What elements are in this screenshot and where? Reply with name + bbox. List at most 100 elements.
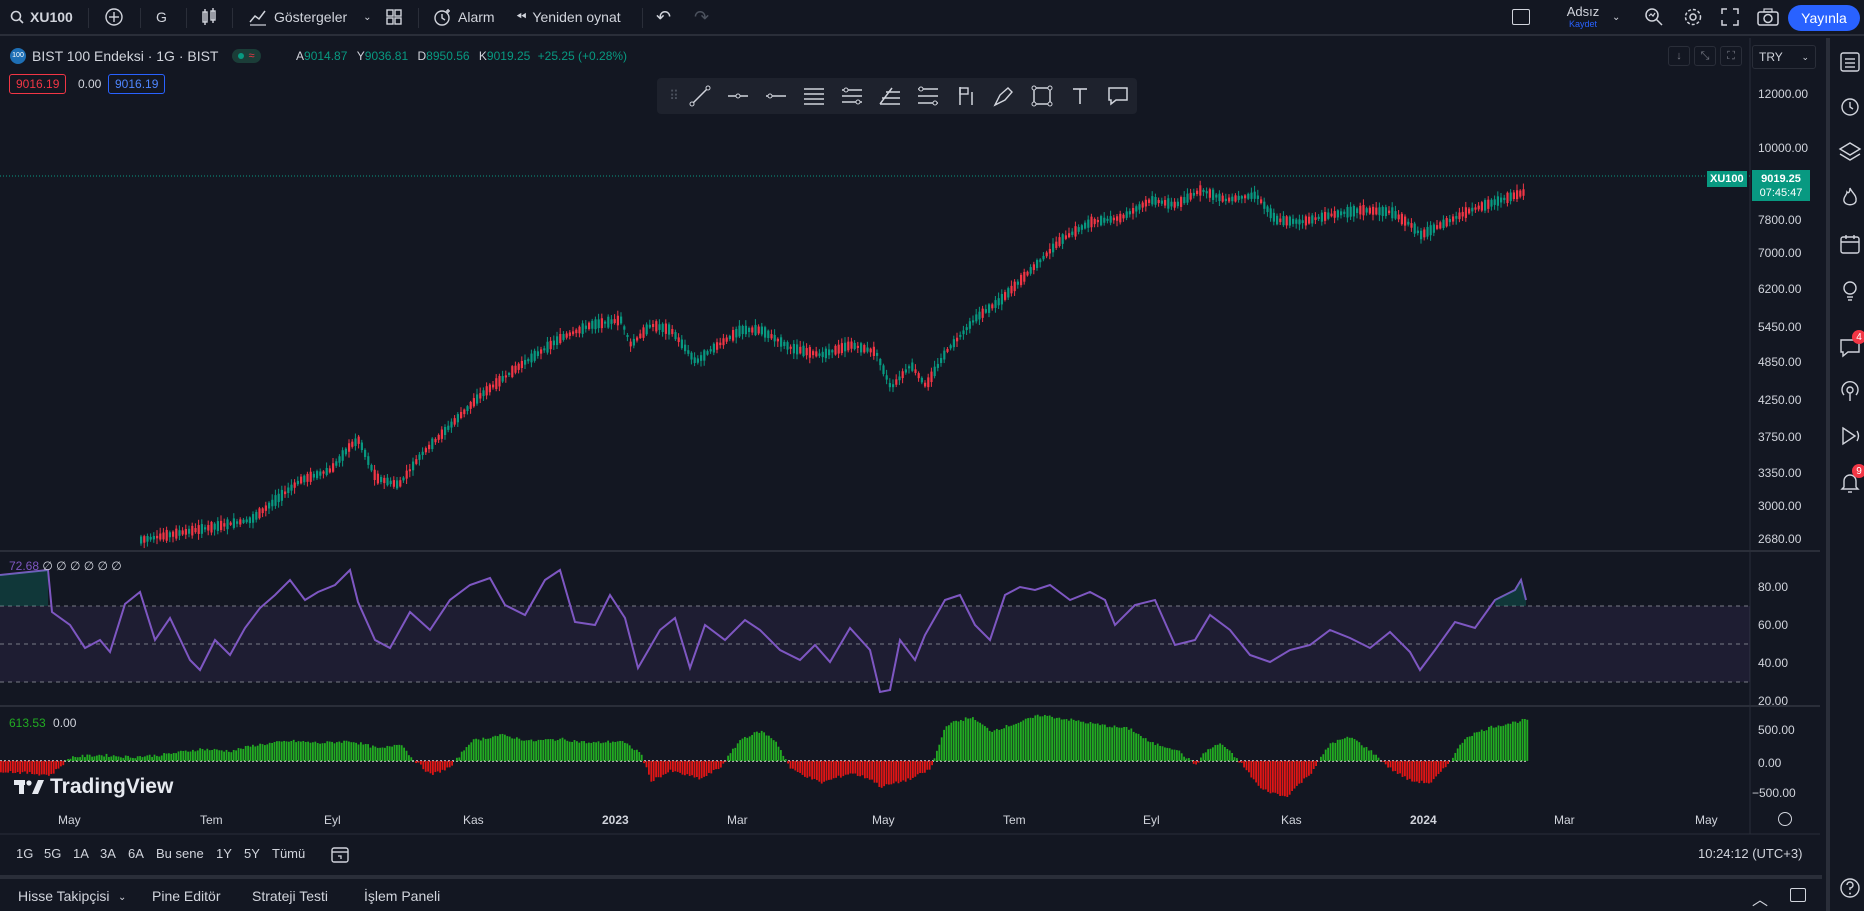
layout-name-button[interactable]: Adsız Kaydet <box>1560 0 1606 34</box>
collapse-icon[interactable]: ⤡ <box>1694 46 1716 66</box>
play-icon[interactable] <box>1838 424 1862 448</box>
compare-button[interactable] <box>104 0 124 34</box>
osc-bar <box>463 750 465 761</box>
osc-bar <box>1113 725 1116 761</box>
candle-body <box>1093 218 1096 225</box>
range-button-1g[interactable]: 1G <box>16 846 34 861</box>
range-button-5y[interactable]: 5Y <box>244 846 260 861</box>
indicators-button[interactable]: Göstergeler ⌄ <box>248 0 372 34</box>
buy-button[interactable]: 9016.19 <box>108 74 166 94</box>
layers-icon[interactable] <box>1838 140 1862 164</box>
candle-body <box>488 384 491 393</box>
interval-button[interactable]: G <box>156 9 167 25</box>
candle-body <box>517 363 520 370</box>
osc-bar <box>72 756 74 761</box>
goto-date-button[interactable] <box>330 844 350 864</box>
symbol-search[interactable]: XU100 <box>10 0 73 34</box>
candle-body <box>956 337 959 342</box>
candle-body <box>527 359 530 362</box>
osc-bar <box>1214 745 1217 761</box>
osc-bar <box>199 748 201 761</box>
drag-handle-icon[interactable]: ⠿ <box>669 88 679 103</box>
sell-button[interactable]: 9016.19 <box>9 74 67 94</box>
rectangle-icon[interactable] <box>1023 78 1061 114</box>
candle-body <box>159 533 162 540</box>
clock-label[interactable]: 10:24:12 (UTC+3) <box>1698 846 1803 861</box>
range-button-1a[interactable]: 1A <box>73 846 89 861</box>
alarm-button[interactable]: Alarm <box>432 0 495 34</box>
brush-icon[interactable] <box>985 78 1023 114</box>
parallel-channel-icon[interactable] <box>795 78 833 114</box>
osc-bar <box>1240 761 1243 763</box>
osc-bar <box>650 761 653 782</box>
osc-bar <box>268 742 271 761</box>
horizontal-line-icon[interactable] <box>757 78 795 114</box>
osc-bar <box>220 750 223 761</box>
long-position-icon[interactable] <box>947 78 985 114</box>
range-button-1y[interactable]: 1Y <box>216 846 232 861</box>
chart-canvas[interactable] <box>0 38 1820 835</box>
calendar-icon[interactable] <box>1838 232 1862 256</box>
fib-fan-icon[interactable] <box>871 78 909 114</box>
osc-bar <box>208 750 211 761</box>
range-button-bu-sene[interactable]: Bu sene <box>156 846 204 861</box>
text-icon[interactable] <box>1061 78 1099 114</box>
candle-body <box>213 523 216 530</box>
notifications-bell-icon[interactable]: 9 <box>1838 464 1864 494</box>
hotlist-flame-icon[interactable] <box>1838 186 1862 210</box>
candle-body <box>594 319 597 330</box>
range-button-3a[interactable]: 3A <box>100 846 116 861</box>
osc-bar <box>1281 761 1284 796</box>
candle-body <box>1151 196 1154 205</box>
fullscreen-button[interactable] <box>1721 0 1739 34</box>
layouts-button[interactable] <box>385 0 403 34</box>
osc-bar <box>460 751 463 761</box>
chart-type-button[interactable] <box>200 0 218 34</box>
osc-histogram[interactable] <box>0 714 1529 797</box>
horizontal-ray-icon[interactable] <box>719 78 757 114</box>
replay-button[interactable]: ⏪︎ Yeniden oynat <box>516 0 621 34</box>
range-button-6a[interactable]: 6A <box>128 846 144 861</box>
undo-button[interactable]: ↶ <box>656 0 671 34</box>
snapshot-button[interactable] <box>1757 0 1779 34</box>
fib-retracement-icon[interactable] <box>909 78 947 114</box>
rsi-line[interactable] <box>0 568 1527 694</box>
redo-button[interactable]: ↷ <box>694 0 709 34</box>
bottom-tab[interactable]: Pine Editör <box>152 888 221 904</box>
quick-search-button[interactable] <box>1644 0 1664 34</box>
candle-body <box>1234 195 1237 202</box>
osc-bar <box>1123 727 1125 761</box>
bottom-tab[interactable]: İşlem Paneli <box>364 888 441 904</box>
osc-bar <box>945 726 948 761</box>
candle-body <box>1298 219 1301 225</box>
layout-menu-button[interactable]: ⌄ <box>1612 0 1620 34</box>
layout-toggle-button[interactable] <box>1512 0 1530 34</box>
maximize-panel-button[interactable] <box>1790 888 1806 902</box>
candles-series[interactable] <box>140 180 1525 549</box>
currency-select[interactable]: TRY ⌄ <box>1752 45 1816 69</box>
bottom-tab[interactable]: Strateji Testi <box>252 888 328 904</box>
watchlist-icon[interactable] <box>1838 50 1862 74</box>
symbol-legend[interactable]: 100 BIST 100 Endeksi · 1G · BIST ≈ <box>10 48 261 64</box>
time-axis-settings-icon[interactable] <box>1778 812 1792 826</box>
ideas-bulb-icon[interactable] <box>1838 278 1862 302</box>
trend-line-icon[interactable] <box>681 78 719 114</box>
note-icon[interactable] <box>1099 78 1137 114</box>
osc-legend[interactable]: 613.53 0.00 <box>9 716 76 730</box>
maximize-icon[interactable]: ⛶ <box>1720 46 1742 66</box>
bottom-tab[interactable]: Hisse Takipçisi <box>18 888 110 904</box>
chart-pane[interactable] <box>0 38 1820 835</box>
regression-channel-icon[interactable] <box>833 78 871 114</box>
chat-icon[interactable]: 4 <box>1838 330 1864 360</box>
collapse-panel-button[interactable]: ︿ <box>1752 892 1769 909</box>
osc-bar <box>621 741 624 761</box>
streams-icon[interactable] <box>1838 380 1862 404</box>
settings-button[interactable] <box>1683 0 1703 34</box>
publish-button[interactable]: Yayınla <box>1788 5 1860 31</box>
alerts-clock-icon[interactable] <box>1838 94 1862 118</box>
range-button-5g[interactable]: 5G <box>44 846 62 861</box>
help-icon[interactable] <box>1838 876 1862 900</box>
range-button-tümü[interactable]: Tümü <box>272 846 306 861</box>
rsi-legend[interactable]: 72.68 ∅ ∅ ∅ ∅ ∅ ∅ <box>9 559 122 573</box>
arrow-down-icon[interactable]: ↓ <box>1668 46 1690 66</box>
